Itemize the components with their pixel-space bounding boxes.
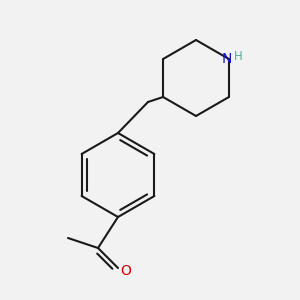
- Text: H: H: [233, 50, 242, 64]
- Text: O: O: [121, 264, 131, 278]
- Text: N: N: [222, 52, 232, 66]
